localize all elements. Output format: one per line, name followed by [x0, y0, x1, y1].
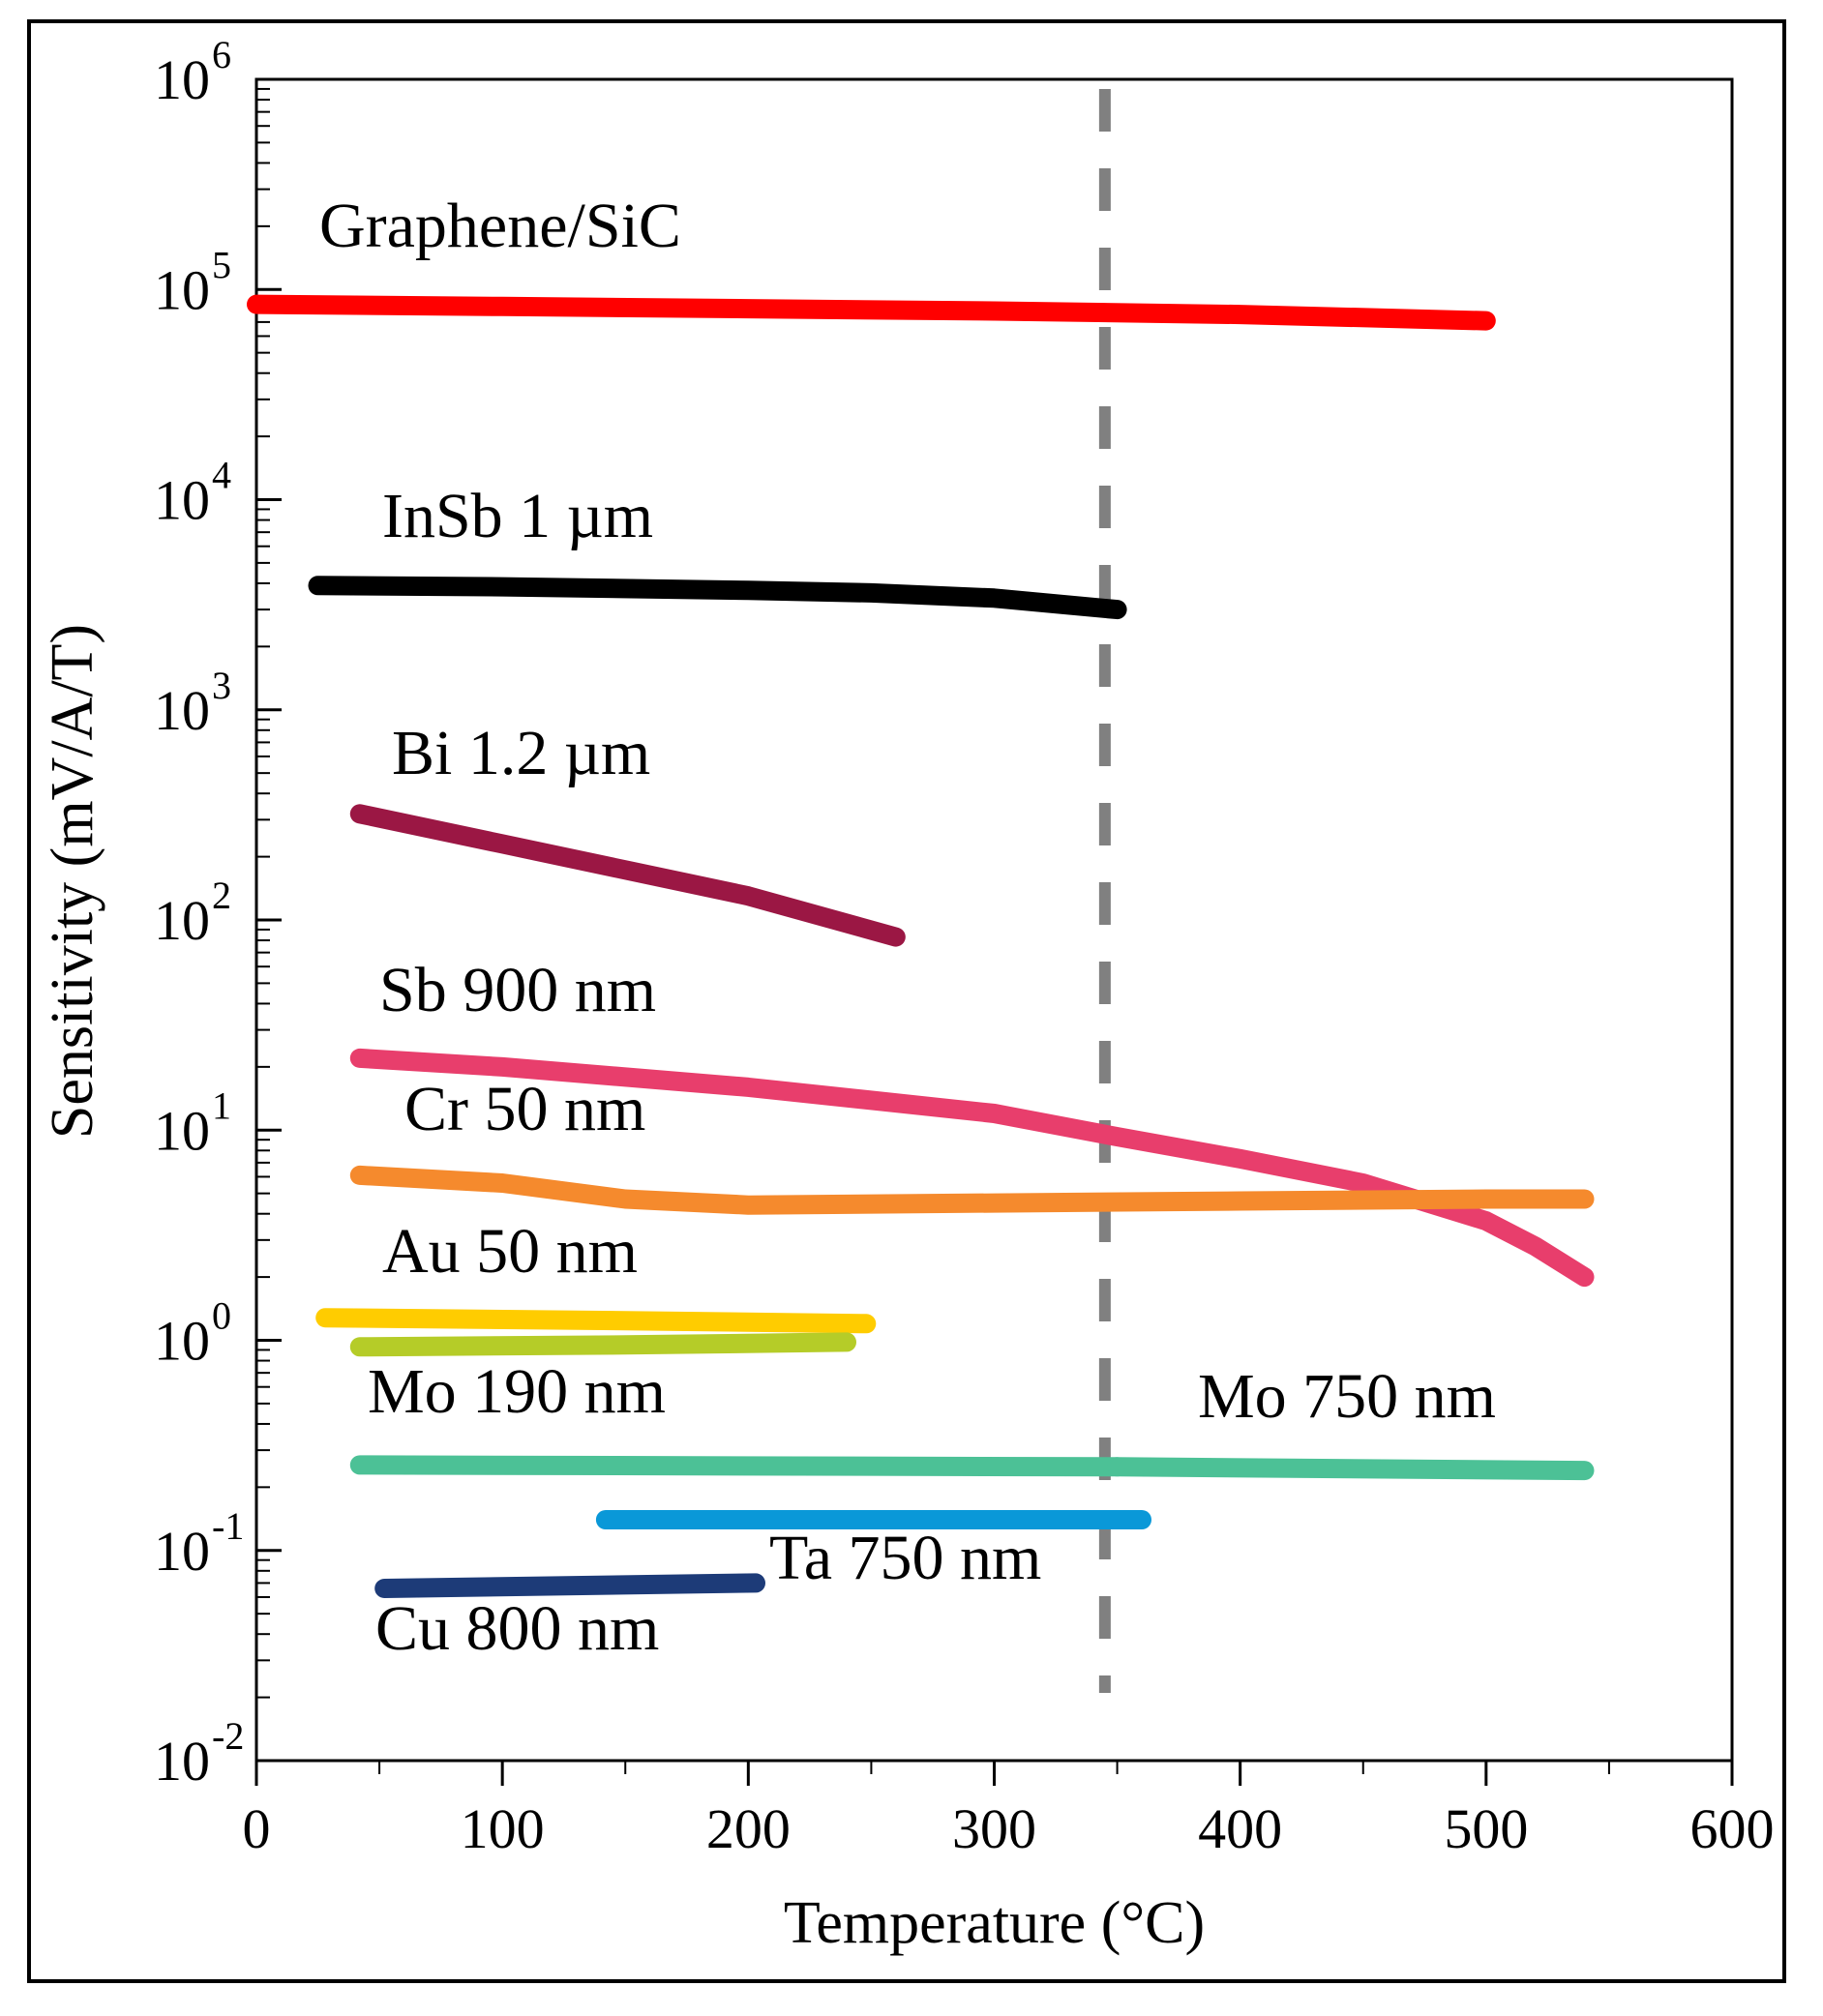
y-tick-label: 10 — [154, 679, 210, 742]
series-label-5: Au 50 nm — [382, 1216, 638, 1287]
series-line-8 — [1107, 1457, 1595, 1481]
series-label-7: Mo 190 nm — [368, 1356, 666, 1427]
series-labels: Graphene/SiC InSb 1 µm Bi 1.2 µm Sb 900 nm C… — [319, 191, 1496, 1664]
y-tick-label: 10 — [154, 1730, 210, 1793]
y-tick-label: 10 — [154, 889, 210, 952]
plot-area — [254, 77, 1734, 1763]
y-tick-label: 10 — [154, 1099, 210, 1162]
series-label-0: Graphene/SiC — [319, 191, 681, 261]
x-tick-label: 200 — [706, 1797, 791, 1860]
series-line-2 — [349, 804, 906, 947]
series-group — [247, 294, 1595, 1598]
x-axis: 0 100 200 300 400 500 600 — [243, 1761, 1775, 1860]
x-tick-label: 100 — [461, 1797, 545, 1860]
series-line-5 — [315, 1308, 877, 1334]
y-tick-exponent: 6 — [212, 33, 231, 76]
series-label-9: Ta 750 nm — [769, 1523, 1041, 1593]
y-tick-exponent: -1 — [212, 1504, 244, 1548]
series-label-3: Sb 900 nm — [379, 955, 656, 1025]
series-line-1 — [308, 576, 1127, 620]
minor-ticks — [256, 87, 270, 1699]
figure-border — [27, 19, 1786, 1983]
series-label-10: Cu 800 nm — [375, 1593, 659, 1664]
y-tick-label: 10 — [154, 469, 210, 532]
y-tick-label: 10 — [154, 1310, 210, 1373]
x-axis-label: Temperature (°C) — [784, 1890, 1205, 1956]
x-tick-label: 500 — [1444, 1797, 1528, 1860]
series-label-2: Bi 1.2 µm — [392, 718, 650, 788]
series-label-1: InSb 1 µm — [382, 481, 653, 551]
y-tick-exponent: 2 — [212, 874, 231, 917]
x-tick-label: 0 — [243, 1797, 271, 1860]
series-line-0 — [247, 294, 1496, 331]
y-tick-exponent: -2 — [212, 1714, 244, 1758]
series-line-4 — [349, 1165, 1595, 1215]
series-line-6 — [349, 1332, 856, 1357]
series-line-7 — [349, 1455, 1127, 1477]
y-tick-exponent: 5 — [212, 243, 231, 286]
series-label-8: Mo 750 nm — [1198, 1361, 1496, 1432]
x-tick-label: 600 — [1690, 1797, 1775, 1860]
x-tick-label: 300 — [952, 1797, 1036, 1860]
y-tick-exponent: 4 — [212, 454, 231, 497]
x-tick-label: 400 — [1198, 1797, 1282, 1860]
series-line-3 — [349, 1048, 1595, 1288]
y-tick-label: 10 — [154, 48, 210, 111]
y-tick-exponent: 3 — [212, 664, 231, 707]
y-tick-label: 10 — [154, 258, 210, 321]
y-axis-label: Sensitivity (mV/A/T) — [40, 624, 105, 1139]
series-label-4: Cr 50 nm — [404, 1074, 645, 1144]
y-tick-exponent: 0 — [212, 1294, 231, 1338]
y-tick-label: 10 — [154, 1520, 210, 1583]
y-tick-exponent: 1 — [212, 1083, 231, 1127]
series-line-10 — [374, 1573, 765, 1598]
